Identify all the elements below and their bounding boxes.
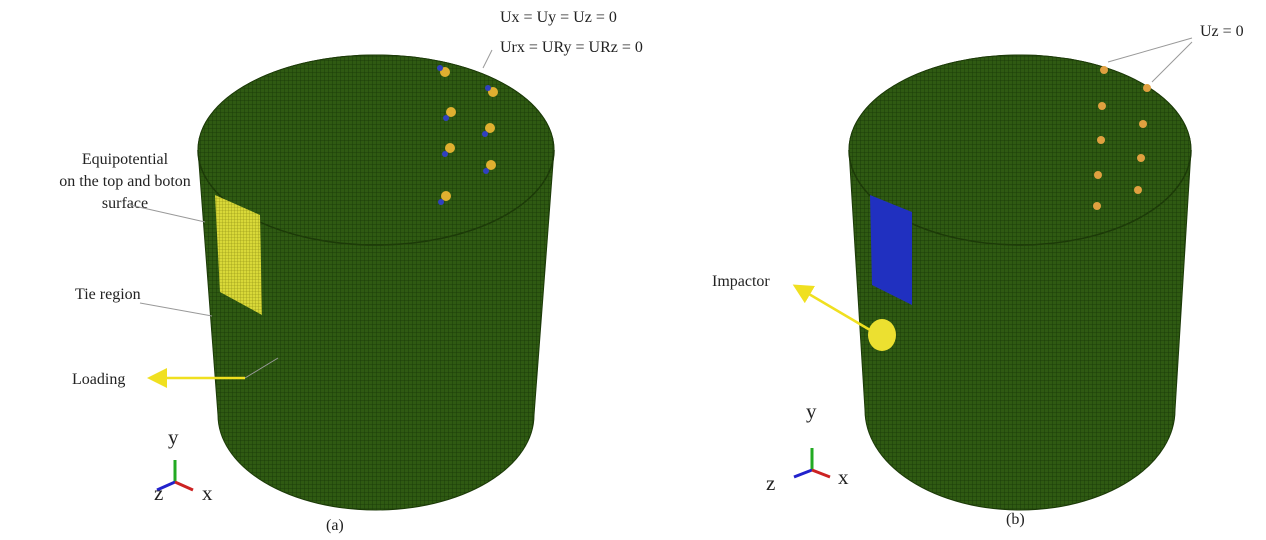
- axis-label: z: [766, 471, 775, 495]
- leader: [1107, 37, 1193, 63]
- axis-label: x: [202, 481, 213, 505]
- triad-a: [156, 460, 194, 492]
- annotation: Tie region: [75, 286, 141, 303]
- leader: [482, 49, 493, 69]
- leader: [244, 357, 279, 379]
- panel-label: (b): [1006, 511, 1025, 528]
- leader: [129, 204, 206, 223]
- axis-label: z: [154, 481, 163, 505]
- leader: [1151, 41, 1193, 83]
- constraint-label: Uz = 0: [1200, 23, 1244, 40]
- cylinder-a: [197, 54, 555, 511]
- annotation: Loading: [72, 371, 125, 388]
- constraint-label: Urx = URy = URz = 0: [500, 39, 643, 56]
- leader: [139, 302, 213, 317]
- constraint-label: Ux = Uy = Uz = 0: [500, 9, 617, 26]
- panel-label: (a): [326, 517, 344, 534]
- tie-patch: [215, 195, 262, 315]
- arrow: [792, 284, 871, 332]
- axis-label: y: [806, 399, 817, 423]
- markers-blue: [437, 65, 491, 205]
- tie-patch: [870, 195, 912, 305]
- cylinder-b: [848, 54, 1192, 511]
- annotation: Equipotential: [82, 151, 169, 168]
- annotation: on the top and boton: [59, 173, 191, 190]
- impactor: [868, 319, 896, 351]
- markers: [1093, 66, 1151, 210]
- axis-label: y: [168, 425, 179, 449]
- annotation: surface: [102, 195, 148, 212]
- axis-label: x: [838, 465, 849, 489]
- triad-b: [793, 448, 831, 479]
- annotation: Impactor: [712, 273, 770, 290]
